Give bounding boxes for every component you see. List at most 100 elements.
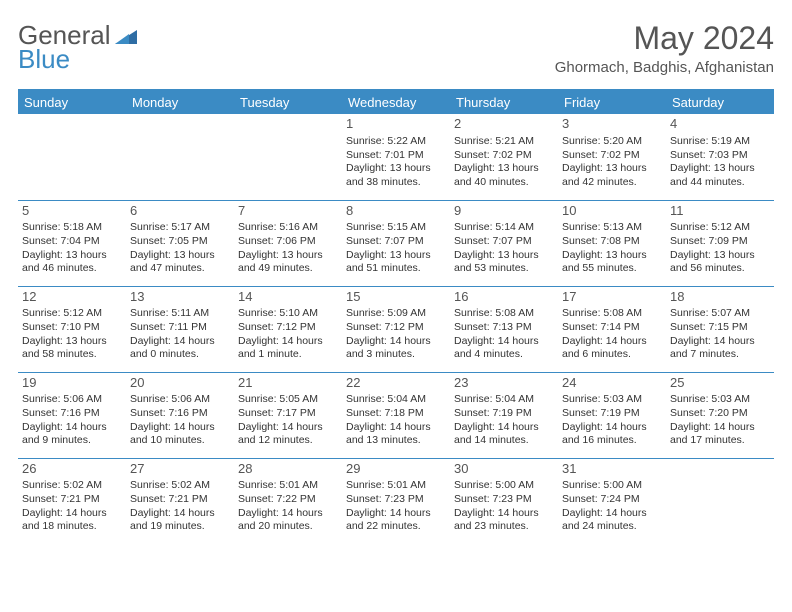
calendar-cell: 9Sunrise: 5:14 AMSunset: 7:07 PMDaylight… bbox=[450, 200, 558, 286]
calendar-cell-empty bbox=[18, 114, 126, 200]
calendar-cell: 24Sunrise: 5:03 AMSunset: 7:19 PMDayligh… bbox=[558, 372, 666, 458]
day-number: 8 bbox=[346, 203, 446, 220]
weekday-header: Tuesday bbox=[234, 91, 342, 114]
weekday-header: Sunday bbox=[18, 91, 126, 114]
calendar-cell: 30Sunrise: 5:00 AMSunset: 7:23 PMDayligh… bbox=[450, 458, 558, 544]
calendar-head: SundayMondayTuesdayWednesdayThursdayFrid… bbox=[18, 91, 774, 114]
day-info: Sunrise: 5:22 AMSunset: 7:01 PMDaylight:… bbox=[346, 135, 446, 190]
calendar-table: SundayMondayTuesdayWednesdayThursdayFrid… bbox=[18, 91, 774, 544]
day-info: Sunrise: 5:07 AMSunset: 7:15 PMDaylight:… bbox=[670, 307, 770, 362]
day-number: 7 bbox=[238, 203, 338, 220]
brand-part2: Blue bbox=[18, 44, 70, 75]
calendar-cell: 31Sunrise: 5:00 AMSunset: 7:24 PMDayligh… bbox=[558, 458, 666, 544]
calendar-cell: 1 Sunrise: 5:22 AMSunset: 7:01 PMDaylight… bbox=[342, 114, 450, 200]
calendar-body: 1 Sunrise: 5:22 AMSunset: 7:01 PMDaylight… bbox=[18, 114, 774, 544]
calendar-cell-empty bbox=[666, 458, 774, 544]
brand-triangle-icon bbox=[115, 20, 137, 51]
day-info: Sunrise: 5:14 AMSunset: 7:07 PMDaylight:… bbox=[454, 221, 554, 276]
calendar-cell: 18Sunrise: 5:07 AMSunset: 7:15 PMDayligh… bbox=[666, 286, 774, 372]
day-number: 16 bbox=[454, 289, 554, 306]
day-number: 18 bbox=[670, 289, 770, 306]
day-number: 10 bbox=[562, 203, 662, 220]
calendar-cell: 4 Sunrise: 5:19 AMSunset: 7:03 PMDaylight… bbox=[666, 114, 774, 200]
calendar-row: 5Sunrise: 5:18 AMSunset: 7:04 PMDaylight… bbox=[18, 200, 774, 286]
weekday-header: Wednesday bbox=[342, 91, 450, 114]
calendar-cell: 27Sunrise: 5:02 AMSunset: 7:21 PMDayligh… bbox=[126, 458, 234, 544]
day-info: Sunrise: 5:06 AMSunset: 7:16 PMDaylight:… bbox=[130, 393, 230, 448]
day-number: 19 bbox=[22, 375, 122, 392]
day-number: 5 bbox=[22, 203, 122, 220]
day-number: 12 bbox=[22, 289, 122, 306]
calendar-cell: 29Sunrise: 5:01 AMSunset: 7:23 PMDayligh… bbox=[342, 458, 450, 544]
calendar-cell: 19Sunrise: 5:06 AMSunset: 7:16 PMDayligh… bbox=[18, 372, 126, 458]
weekday-header: Monday bbox=[126, 91, 234, 114]
day-number: 4 bbox=[670, 116, 770, 133]
calendar-row: 1 Sunrise: 5:22 AMSunset: 7:01 PMDaylight… bbox=[18, 114, 774, 200]
day-number: 15 bbox=[346, 289, 446, 306]
weekday-header: Saturday bbox=[666, 91, 774, 114]
day-info: Sunrise: 5:02 AMSunset: 7:21 PMDaylight:… bbox=[22, 479, 122, 534]
day-number: 14 bbox=[238, 289, 338, 306]
calendar-cell: 2Sunrise: 5:21 AMSunset: 7:02 PMDaylight… bbox=[450, 114, 558, 200]
calendar-cell: 3 Sunrise: 5:20 AMSunset: 7:02 PMDaylight… bbox=[558, 114, 666, 200]
weekday-header: Thursday bbox=[450, 91, 558, 114]
day-number: 26 bbox=[22, 461, 122, 478]
day-number: 23 bbox=[454, 375, 554, 392]
day-number: 31 bbox=[562, 461, 662, 478]
day-info: Sunrise: 5:20 AMSunset: 7:02 PMDaylight:… bbox=[562, 135, 662, 190]
day-info: Sunrise: 5:12 AMSunset: 7:10 PMDaylight:… bbox=[22, 307, 122, 362]
day-number: 24 bbox=[562, 375, 662, 392]
day-info: Sunrise: 5:04 AMSunset: 7:18 PMDaylight:… bbox=[346, 393, 446, 448]
day-number: 21 bbox=[238, 375, 338, 392]
calendar-cell: 26Sunrise: 5:02 AMSunset: 7:21 PMDayligh… bbox=[18, 458, 126, 544]
calendar-cell: 8Sunrise: 5:15 AMSunset: 7:07 PMDaylight… bbox=[342, 200, 450, 286]
day-info: Sunrise: 5:09 AMSunset: 7:12 PMDaylight:… bbox=[346, 307, 446, 362]
day-number: 11 bbox=[670, 203, 770, 220]
day-info: Sunrise: 5:05 AMSunset: 7:17 PMDaylight:… bbox=[238, 393, 338, 448]
month-title: May 2024 bbox=[555, 20, 774, 57]
day-info: Sunrise: 5:00 AMSunset: 7:24 PMDaylight:… bbox=[562, 479, 662, 534]
day-number: 6 bbox=[130, 203, 230, 220]
calendar-cell-empty bbox=[234, 114, 342, 200]
day-info: Sunrise: 5:18 AMSunset: 7:04 PMDaylight:… bbox=[22, 221, 122, 276]
day-info: Sunrise: 5:08 AMSunset: 7:13 PMDaylight:… bbox=[454, 307, 554, 362]
day-info: Sunrise: 5:11 AMSunset: 7:11 PMDaylight:… bbox=[130, 307, 230, 362]
calendar-cell: 17Sunrise: 5:08 AMSunset: 7:14 PMDayligh… bbox=[558, 286, 666, 372]
calendar-cell: 21Sunrise: 5:05 AMSunset: 7:17 PMDayligh… bbox=[234, 372, 342, 458]
calendar-cell: 15Sunrise: 5:09 AMSunset: 7:12 PMDayligh… bbox=[342, 286, 450, 372]
calendar-cell: 28Sunrise: 5:01 AMSunset: 7:22 PMDayligh… bbox=[234, 458, 342, 544]
day-info: Sunrise: 5:03 AMSunset: 7:20 PMDaylight:… bbox=[670, 393, 770, 448]
day-number: 13 bbox=[130, 289, 230, 306]
day-info: Sunrise: 5:00 AMSunset: 7:23 PMDaylight:… bbox=[454, 479, 554, 534]
calendar-cell: 14Sunrise: 5:10 AMSunset: 7:12 PMDayligh… bbox=[234, 286, 342, 372]
day-number: 1 bbox=[346, 116, 446, 133]
calendar-cell: 10Sunrise: 5:13 AMSunset: 7:08 PMDayligh… bbox=[558, 200, 666, 286]
location-text: Ghormach, Badghis, Afghanistan bbox=[555, 59, 774, 76]
calendar-row: 26Sunrise: 5:02 AMSunset: 7:21 PMDayligh… bbox=[18, 458, 774, 544]
day-number: 9 bbox=[454, 203, 554, 220]
day-info: Sunrise: 5:19 AMSunset: 7:03 PMDaylight:… bbox=[670, 135, 770, 190]
calendar-cell: 23Sunrise: 5:04 AMSunset: 7:19 PMDayligh… bbox=[450, 372, 558, 458]
day-number: 30 bbox=[454, 461, 554, 478]
calendar-cell: 16Sunrise: 5:08 AMSunset: 7:13 PMDayligh… bbox=[450, 286, 558, 372]
calendar-cell: 25Sunrise: 5:03 AMSunset: 7:20 PMDayligh… bbox=[666, 372, 774, 458]
day-number: 17 bbox=[562, 289, 662, 306]
day-info: Sunrise: 5:06 AMSunset: 7:16 PMDaylight:… bbox=[22, 393, 122, 448]
day-info: Sunrise: 5:02 AMSunset: 7:21 PMDaylight:… bbox=[130, 479, 230, 534]
title-block: May 2024 Ghormach, Badghis, Afghanistan bbox=[555, 20, 774, 82]
calendar-cell-empty bbox=[126, 114, 234, 200]
day-info: Sunrise: 5:15 AMSunset: 7:07 PMDaylight:… bbox=[346, 221, 446, 276]
day-info: Sunrise: 5:01 AMSunset: 7:23 PMDaylight:… bbox=[346, 479, 446, 534]
calendar-cell: 11Sunrise: 5:12 AMSunset: 7:09 PMDayligh… bbox=[666, 200, 774, 286]
day-info: Sunrise: 5:01 AMSunset: 7:22 PMDaylight:… bbox=[238, 479, 338, 534]
calendar-cell: 7Sunrise: 5:16 AMSunset: 7:06 PMDaylight… bbox=[234, 200, 342, 286]
calendar-cell: 13Sunrise: 5:11 AMSunset: 7:11 PMDayligh… bbox=[126, 286, 234, 372]
day-number: 29 bbox=[346, 461, 446, 478]
day-number: 27 bbox=[130, 461, 230, 478]
day-info: Sunrise: 5:21 AMSunset: 7:02 PMDaylight:… bbox=[454, 135, 554, 190]
calendar-row: 19Sunrise: 5:06 AMSunset: 7:16 PMDayligh… bbox=[18, 372, 774, 458]
calendar-cell: 5Sunrise: 5:18 AMSunset: 7:04 PMDaylight… bbox=[18, 200, 126, 286]
day-number: 3 bbox=[562, 116, 662, 133]
day-number: 28 bbox=[238, 461, 338, 478]
day-info: Sunrise: 5:08 AMSunset: 7:14 PMDaylight:… bbox=[562, 307, 662, 362]
